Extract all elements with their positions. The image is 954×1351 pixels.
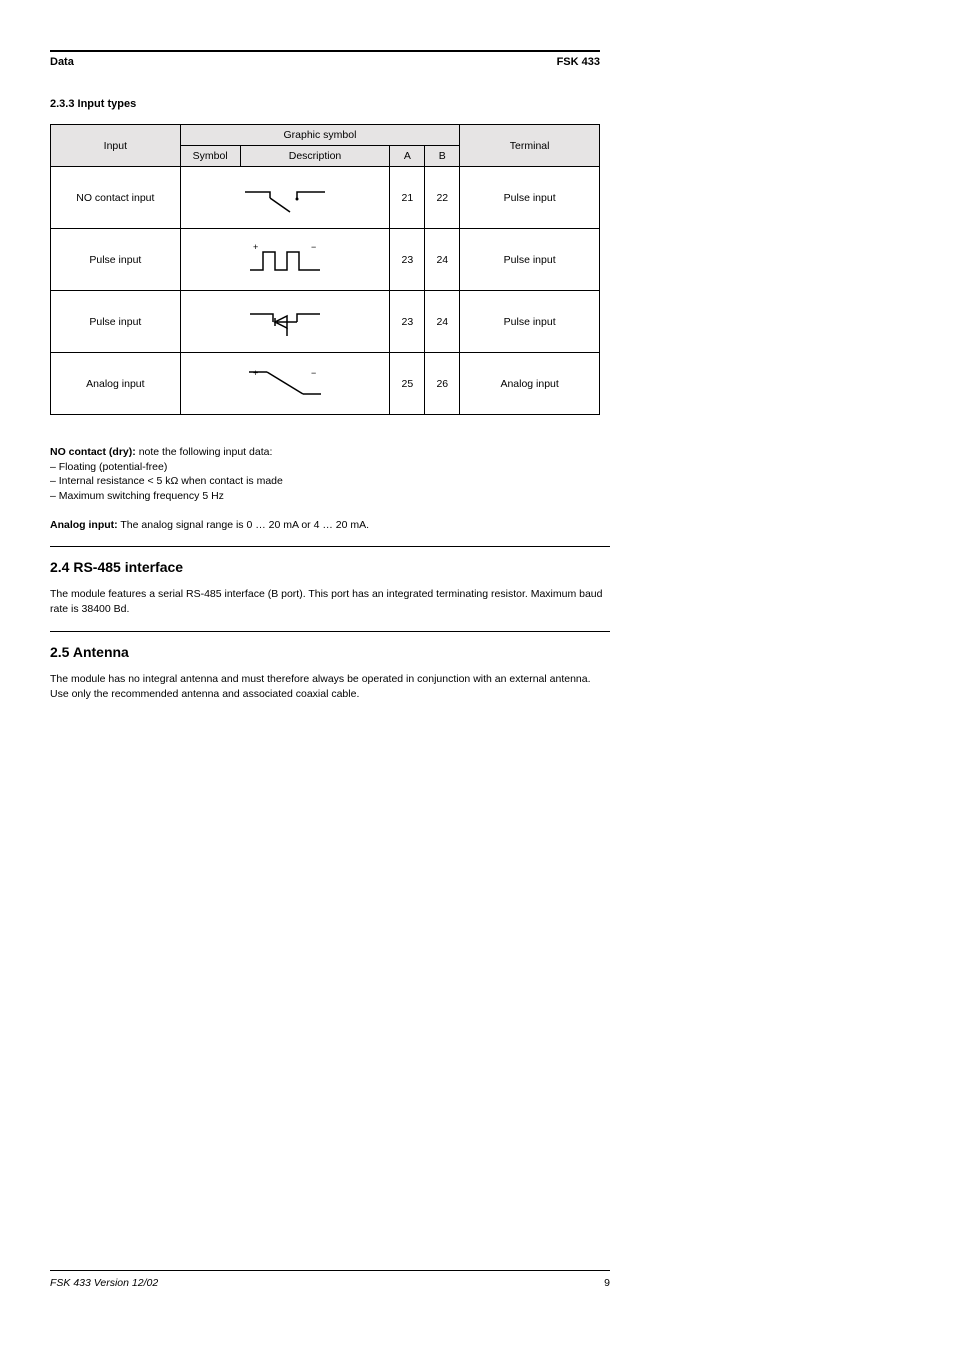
svg-text:+: + (253, 242, 258, 252)
th-a: A (390, 146, 425, 167)
th-b: B (425, 146, 460, 167)
analog-input-icon: + − (235, 362, 335, 402)
subsection-title: 2.3.3 Input types (50, 98, 904, 110)
input-types-table: Input Graphic symbol Terminal Symbol Des… (50, 124, 600, 415)
cell-symbol-desc: + − (180, 353, 390, 415)
page-number: 9 (604, 1277, 610, 1289)
svg-text:+: + (253, 368, 258, 378)
antenna-paragraph: The module has no integral antenna and m… (50, 672, 610, 701)
dry-bullet-1: Floating (potential-free) (59, 461, 168, 473)
section-heading-rs485: 2.4 RS-485 interface (50, 559, 904, 575)
cell-b: 22 (425, 167, 460, 229)
th-input: Input (51, 125, 181, 167)
page-footer: FSK 433 Version 12/02 9 (50, 1277, 610, 1289)
cell-b: 24 (425, 291, 460, 353)
svg-text:−: − (311, 242, 316, 252)
rs485-paragraph: The module features a serial RS-485 inte… (50, 587, 610, 616)
open-collector-icon (235, 300, 335, 340)
analog-input-label: Analog input: (50, 519, 118, 531)
cell-a: 25 (390, 353, 425, 415)
cell-a: 21 (390, 167, 425, 229)
cell-b: 24 (425, 229, 460, 291)
no-contact-icon (235, 176, 335, 216)
section-rule (50, 631, 610, 632)
table-row: NO contact input 21 22 Pulse input (51, 167, 600, 229)
header-left: Data (50, 56, 74, 68)
cell-terminal: Pulse input (460, 291, 600, 353)
cell-a: 23 (390, 229, 425, 291)
cell-symbol-desc (180, 167, 390, 229)
pulse-polarized-icon: + − (235, 238, 335, 278)
table-row: Pulse input + − 23 24 Pulse input (51, 229, 600, 291)
cell-b: 26 (425, 353, 460, 415)
svg-text:−: − (311, 368, 316, 378)
cell-symbol-desc (180, 291, 390, 353)
analog-input-text: The analog signal range is 0 … 20 mA or … (120, 519, 369, 531)
cell-terminal: Pulse input (460, 167, 600, 229)
table-row: Pulse input 23 24 Pulse input (51, 291, 600, 353)
header-right: FSK 433 (557, 56, 600, 68)
cell-terminal: Analog input (460, 353, 600, 415)
no-contact-paragraph: NO contact (dry): note the following inp… (50, 445, 610, 504)
analog-input-paragraph: Analog input: The analog signal range is… (50, 518, 610, 533)
th-sym: Symbol (180, 146, 240, 167)
section-rule (50, 546, 610, 547)
no-contact-label: NO contact (dry): (50, 446, 136, 458)
page-header: Data FSK 433 (50, 56, 600, 68)
dry-bullet-3: Maximum switching frequency 5 Hz (59, 490, 224, 502)
th-terminal: Terminal (460, 125, 600, 167)
table-row: Analog input + − 25 26 Analog input (51, 353, 600, 415)
section-heading-antenna: 2.5 Antenna (50, 644, 904, 660)
cell-symbol-desc: + − (180, 229, 390, 291)
cell-input: Analog input (51, 353, 181, 415)
cell-input: NO contact input (51, 167, 181, 229)
header-rule (50, 50, 600, 52)
footer-rule (50, 1270, 610, 1271)
footer-left: FSK 433 Version 12/02 (50, 1277, 158, 1289)
th-desc: Description (240, 146, 390, 167)
cell-a: 23 (390, 291, 425, 353)
cell-input: Pulse input (51, 229, 181, 291)
cell-terminal: Pulse input (460, 229, 600, 291)
th-graphic: Graphic symbol (180, 125, 460, 146)
dry-bullet-2: Internal resistance < 5 kΩ when contact … (59, 475, 283, 487)
cell-input: Pulse input (51, 291, 181, 353)
no-contact-text: note the following input data: (139, 446, 273, 458)
